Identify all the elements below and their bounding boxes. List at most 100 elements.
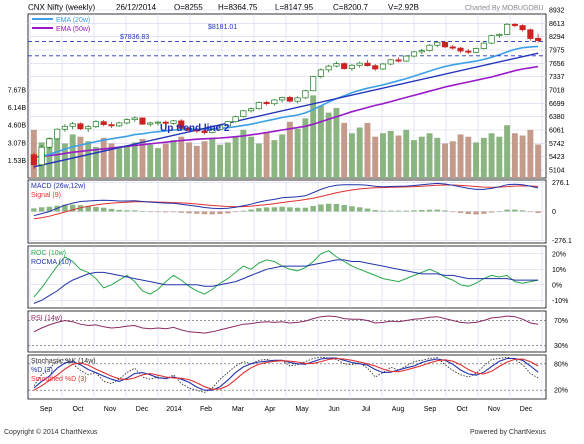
candle-body — [255, 102, 262, 110]
ema20-line — [33, 45, 539, 159]
volume-bar — [186, 142, 192, 178]
candle-body — [85, 126, 92, 130]
volume-bar — [162, 143, 169, 178]
volume-bar — [411, 140, 417, 178]
x-tick-label: Mar — [232, 406, 245, 413]
macd-histogram-bar — [333, 203, 340, 212]
volume-bar — [54, 138, 61, 178]
volume-bar — [504, 125, 511, 178]
volume-bar — [294, 128, 301, 178]
volume-bar — [217, 144, 224, 178]
volume-bar — [395, 135, 402, 178]
macd-histogram-bar — [271, 207, 278, 212]
candle-body — [372, 65, 379, 70]
macd-histogram-bar — [124, 210, 130, 212]
candle-body — [54, 128, 61, 140]
macd-tick-label: 0 — [552, 209, 556, 216]
volume-bar — [224, 142, 231, 178]
candle-body — [232, 116, 239, 123]
candle-body — [108, 124, 115, 127]
candle-body — [441, 41, 449, 48]
stoch-smoothed-line — [33, 357, 539, 391]
macd-histogram-bar — [108, 208, 115, 212]
price-tick-label: 8932 — [549, 8, 565, 15]
macd-histogram-bar — [403, 210, 409, 212]
macd-histogram-bar — [364, 208, 371, 212]
candle-body — [46, 138, 53, 148]
volume-bar — [333, 108, 340, 178]
candle-body — [216, 125, 224, 130]
ema50-legend: EMA (50w) — [56, 26, 90, 33]
volume-bar — [209, 137, 216, 178]
candle-body — [310, 76, 317, 92]
macd-histogram-bar — [287, 207, 293, 212]
macd-histogram-bar — [411, 210, 417, 212]
macd-histogram-bar — [279, 206, 285, 212]
macd-histogram-bar — [93, 206, 99, 212]
macd-histogram-bar — [163, 211, 169, 213]
x-tick-label: Dec — [136, 406, 149, 413]
volume-bar — [263, 132, 270, 178]
volume-bar — [403, 129, 410, 178]
x-tick-label: Nov — [488, 406, 501, 413]
trendline-annotation: Up trend line 2 — [160, 123, 230, 134]
x-tick-label: 2014 — [166, 406, 182, 413]
ohlc-volume: V=2.92B — [388, 3, 419, 12]
candle-body — [38, 146, 45, 166]
macd-histogram-bar — [488, 211, 495, 213]
macd-histogram-bar — [434, 209, 440, 212]
candle-body — [286, 97, 293, 102]
candle-body — [535, 37, 542, 41]
macd-histogram-bar — [481, 211, 487, 214]
macd-histogram-bar — [504, 209, 510, 212]
volume-bar — [426, 133, 433, 178]
macd-histogram-bar — [178, 211, 184, 213]
x-tick-label: Jul — [362, 406, 371, 413]
x-tick-label: Apr — [265, 406, 277, 413]
volume-tick-label: 4.60B — [8, 123, 27, 130]
candle-body — [224, 121, 231, 127]
rsi-panel: 70% 30% RSI (14w) — [27, 310, 568, 353]
ohlc-low: L=8147.95 — [275, 3, 314, 12]
volume-bar — [434, 137, 441, 178]
candle-body — [480, 42, 487, 49]
macd-histogram-bar — [194, 211, 200, 214]
candle-body — [317, 69, 324, 77]
macd-histogram-bar — [186, 211, 192, 214]
volume-bar — [286, 121, 293, 178]
footer-powered: Powered by ChartNexus — [470, 429, 546, 436]
macd-histogram-bar — [263, 207, 270, 212]
candle-body — [100, 121, 107, 125]
volume-bar — [100, 137, 107, 178]
macd-histogram-bar — [225, 211, 231, 214]
volume-bar — [418, 136, 425, 178]
candle-body — [61, 125, 68, 130]
candle-body — [465, 50, 472, 53]
macd-legend: MACD (26w,12w) — [31, 183, 85, 190]
macd-histogram-bar — [356, 207, 363, 212]
candle-body — [449, 46, 456, 49]
rsi-tick-label: 70% — [554, 318, 568, 325]
volume-bar — [124, 145, 130, 178]
candle-body — [77, 123, 84, 130]
x-tick-label: Sep — [40, 406, 53, 413]
macd-histogram-bar — [372, 210, 378, 212]
volume-tick-label: 7.67B — [8, 88, 27, 95]
macd-histogram-bar — [38, 207, 45, 212]
volume-bar — [69, 134, 76, 178]
volume-bar — [325, 112, 332, 178]
macd-histogram-bar — [248, 209, 254, 212]
macd-histogram-bar — [147, 211, 153, 213]
x-tick-label: Aug — [392, 406, 405, 413]
candle-body — [519, 25, 526, 31]
volume-bar — [488, 133, 495, 178]
stoch-tick-label: 20% — [554, 388, 568, 395]
candle-body — [403, 55, 410, 62]
macd-histogram-bar — [302, 207, 309, 212]
price-tick-label: 7018 — [549, 88, 565, 95]
price-tick-label: 7337 — [549, 74, 565, 81]
volume-tick-label: 1.53B — [8, 158, 27, 165]
macd-histogram-bar — [426, 209, 433, 212]
volume-bar — [372, 136, 379, 178]
roc-line — [33, 250, 539, 298]
